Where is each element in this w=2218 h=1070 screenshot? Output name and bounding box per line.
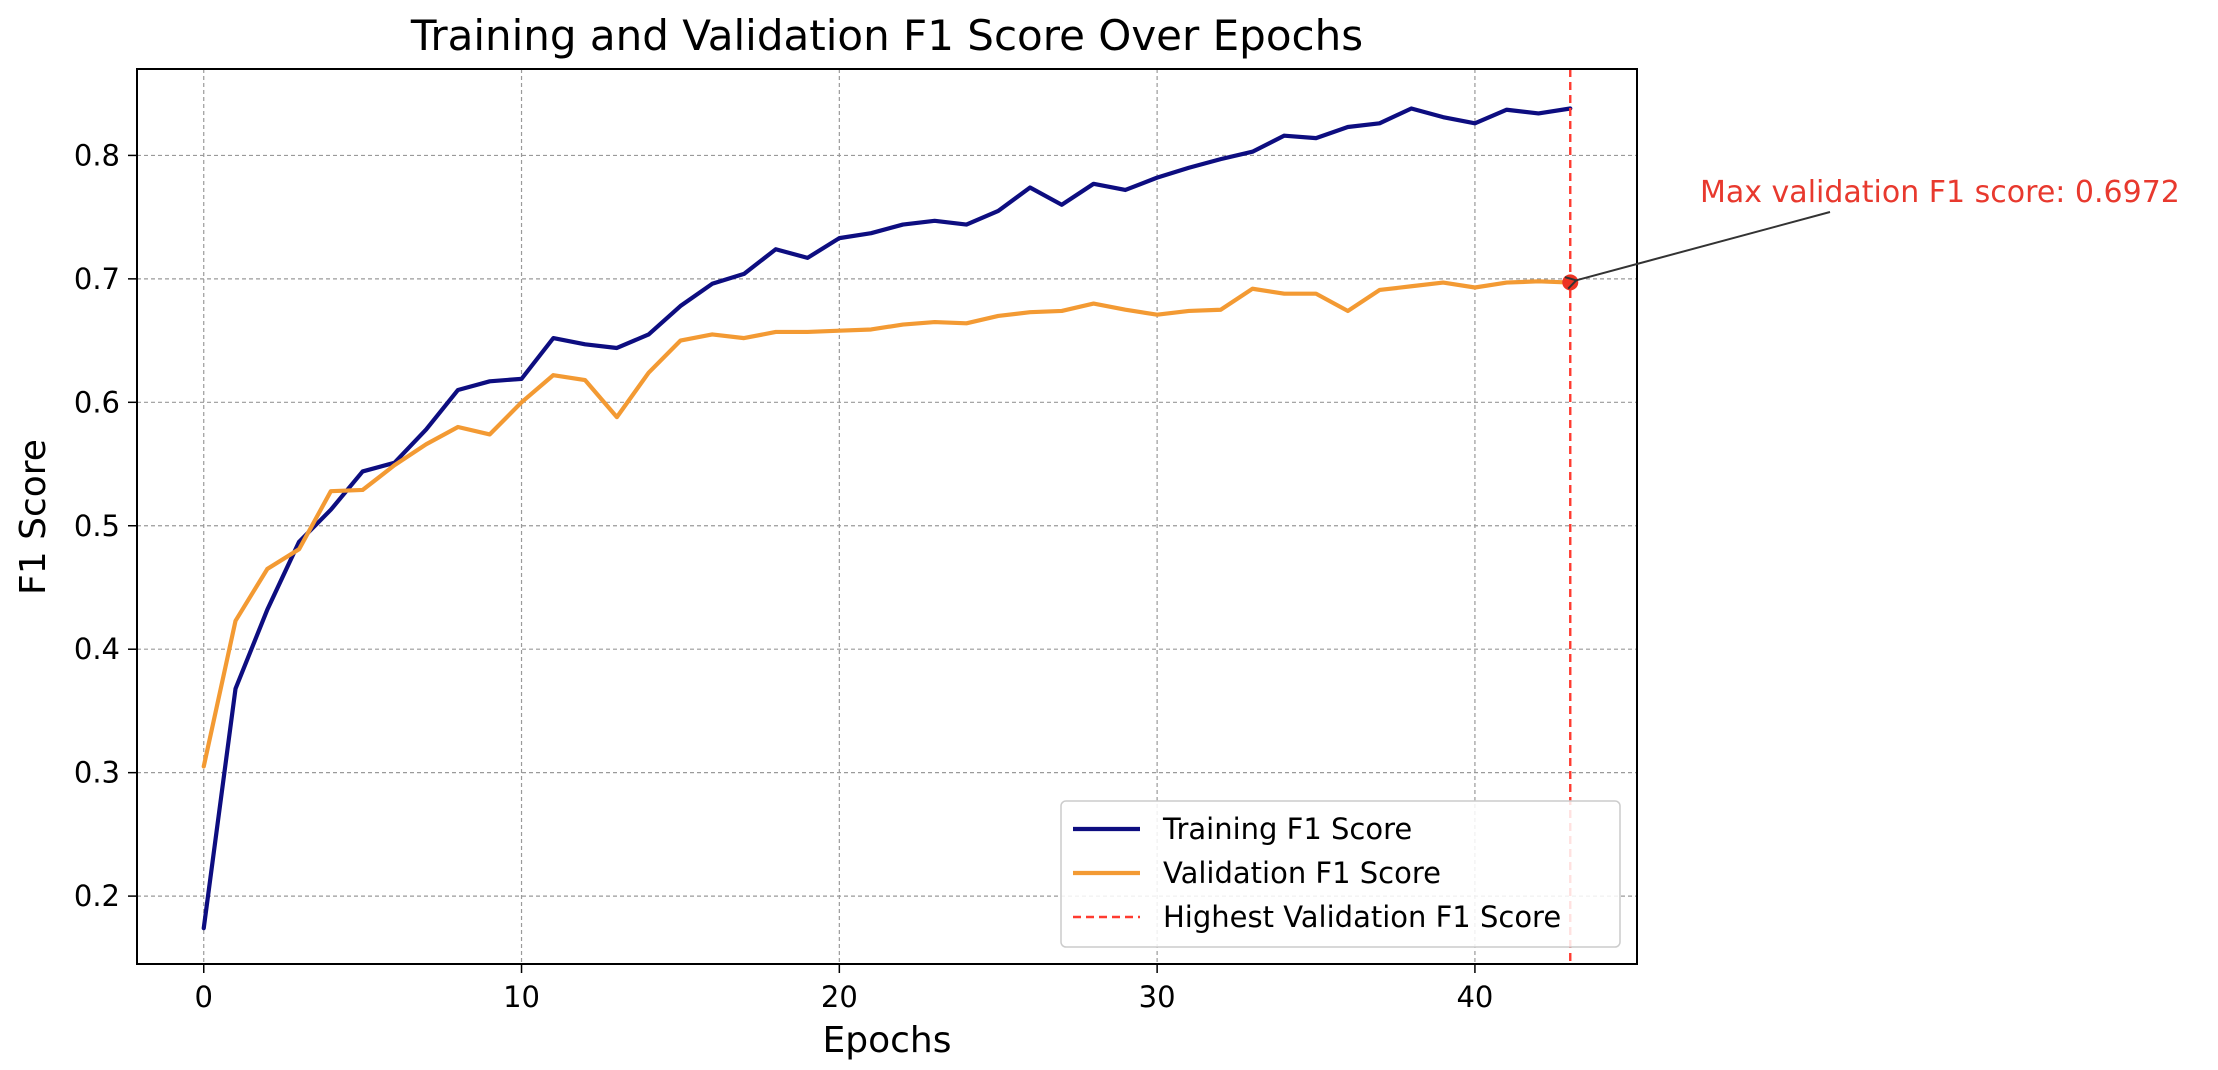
x-tick-label: 30	[1139, 980, 1176, 1014]
y-tick-label: 0.4	[74, 632, 120, 666]
max-validation-point	[1562, 274, 1579, 291]
x-tick-label: 0	[195, 980, 213, 1014]
validation-f1-line	[201, 279, 1573, 769]
y-tick-label: 0.8	[74, 138, 120, 172]
y-tick-label: 0.6	[74, 385, 120, 419]
x-tick-label: 10	[503, 980, 540, 1014]
legend-box	[1060, 800, 1621, 948]
y-tick-label: 0.3	[74, 756, 120, 790]
y-tick-label: 0.7	[74, 262, 120, 296]
legend: Training F1 Score Validation F1 Score High…	[1060, 800, 1621, 948]
legend-label: Training F1 Score	[1162, 812, 1412, 846]
legend-label: Highest Validation F1 Score	[1163, 900, 1561, 934]
chart-title: Training and Validation F1 Score Over Ep…	[410, 11, 1363, 60]
series-lines	[201, 106, 1573, 931]
legend-label: Validation F1 Score	[1163, 856, 1441, 890]
training-f1-line	[201, 106, 1573, 931]
axis-ticks: 0 10 20 30 40 0.2 0.3 0.4 0.5 0.6 0.7 0.8	[74, 138, 1494, 1014]
x-axis-label: Epochs	[823, 1020, 952, 1061]
y-tick-label: 0.2	[74, 879, 120, 913]
x-tick-label: 20	[821, 980, 858, 1014]
x-tick-label: 40	[1456, 980, 1493, 1014]
y-axis-label: F1 Score	[13, 439, 54, 595]
annotation: Max validation F1 score: 0.6972	[1564, 175, 2180, 290]
annotation-arrow	[1564, 211, 1831, 290]
annotation-text: Max validation F1 score: 0.6972	[1700, 175, 2180, 210]
y-tick-label: 0.5	[74, 509, 120, 543]
plot-frame	[136, 68, 1638, 965]
